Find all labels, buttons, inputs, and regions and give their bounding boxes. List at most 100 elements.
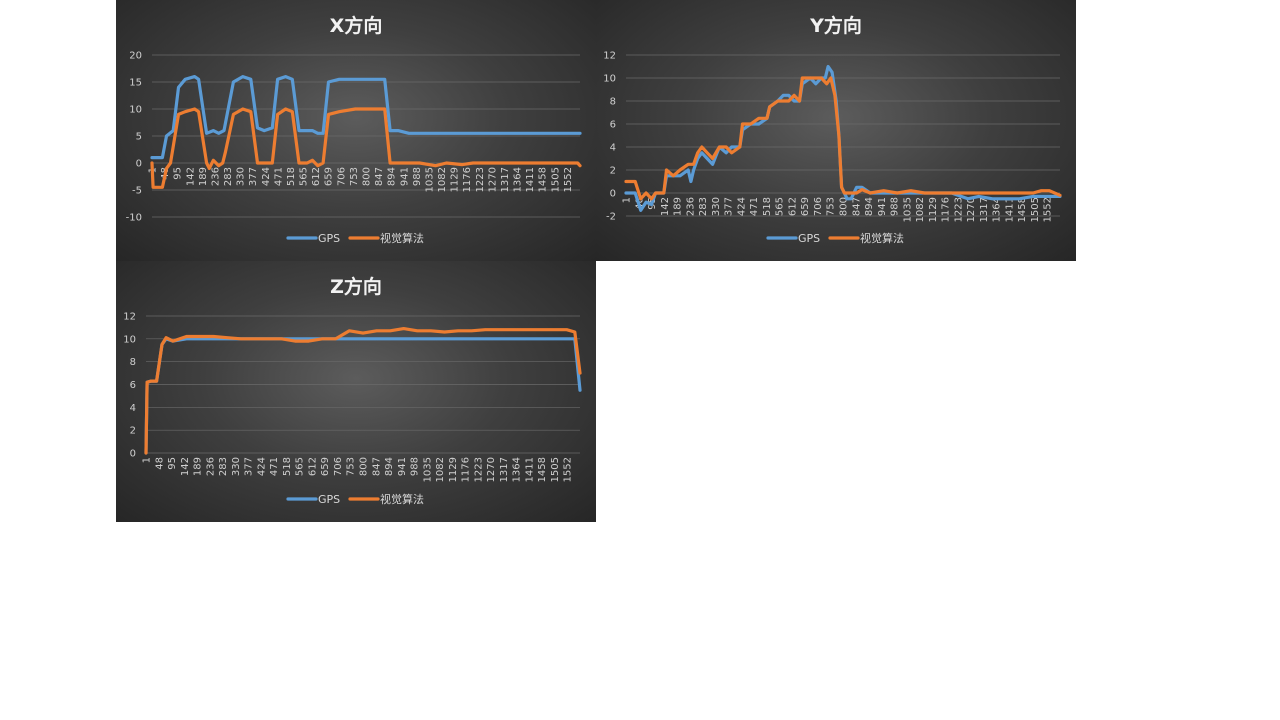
- chart-z-y-tick-label: 6: [130, 380, 136, 391]
- chart-z-x-tick-label: 95: [167, 457, 178, 470]
- chart-x-x-tick-label: 1223: [475, 167, 486, 192]
- chart-x-x-tick-label: 95: [173, 167, 184, 180]
- chart-z-x-tick-label: 424: [256, 457, 267, 476]
- chart-y-y-tick-label: 6: [610, 120, 616, 131]
- chart-y-x-tick-label: 941: [877, 197, 888, 216]
- chart-y-series-vision-line: [624, 76, 1062, 201]
- chart-z-x-tick-label: 659: [320, 457, 331, 476]
- chart-x-x-tick-label: 1035: [424, 167, 435, 192]
- chart-x-x-tick-label: 659: [324, 167, 335, 186]
- chart-z-x-tick-label: 1411: [524, 457, 535, 482]
- chart-x-y-tick-label: 15: [129, 78, 142, 89]
- chart-y-x-tick-label: 518: [762, 197, 773, 216]
- chart-x-x-tick-label: 565: [299, 167, 310, 186]
- chart-y-x-tick-label: 894: [864, 197, 875, 216]
- chart-z-x-tick-label: 1223: [473, 457, 484, 482]
- chart-z-x-tick-label: 800: [359, 457, 370, 476]
- chart-x-x-tick-label: 283: [223, 167, 234, 186]
- chart-y-y-tick-label: 2: [610, 166, 616, 177]
- chart-y-y-tick-label: 8: [610, 97, 616, 108]
- chart-x-x-tick-label: 1364: [513, 167, 524, 192]
- chart-z-y-tick-label: 0: [130, 449, 136, 460]
- chart-x-x-tick-label: 189: [198, 167, 209, 186]
- chart-x-y-tick-label: 20: [129, 51, 142, 62]
- chart-z-x-tick-label: 988: [410, 457, 421, 476]
- chart-x-y-tick-label: -5: [132, 186, 142, 197]
- chart-x-x-tick-label: 1505: [550, 167, 561, 192]
- chart-y-x-tick-label: 1223: [953, 197, 964, 222]
- chart-x-x-tick-label: 753: [349, 167, 360, 186]
- chart-x-x-tick-label: 612: [311, 167, 322, 186]
- chart-x-x-tick-label: 1411: [525, 167, 536, 192]
- chart-z-x-tick-label: 518: [282, 457, 293, 476]
- chart-z-y-tick-label: 12: [123, 312, 136, 323]
- chart-y-x-tick-label: 471: [749, 197, 760, 216]
- chart-z-title: Z方向: [330, 275, 382, 298]
- chart-panel-x: X方向 -10 -5 0 5 10 15 20 1 48 95 142 189 236 283 330 377 4…: [116, 0, 596, 261]
- chart-z-x-tick-label: 471: [269, 457, 280, 476]
- chart-z-y-tick-label: 10: [123, 334, 136, 345]
- chart-y-x-tick-label: 1035: [902, 197, 913, 222]
- chart-x-x-tick-label: 847: [374, 167, 385, 186]
- chart-z-svg: Z方向 0 2 4 6 8 10 12 1 48 95 142 189 236 283 330 377 424 47…: [123, 275, 582, 506]
- chart-x-x-tick-label: 424: [261, 167, 272, 186]
- chart-y-x-tick-label: 706: [813, 197, 824, 216]
- chart-y-x-tick-label: 1082: [915, 197, 926, 222]
- chart-y-legend-label-gps: GPS: [798, 232, 820, 245]
- chart-x-series-vision-line: [150, 107, 582, 189]
- chart-z-x-tick-label: 1082: [435, 457, 446, 482]
- chart-x-x-tick-label: 894: [387, 167, 398, 186]
- chart-x-x-tick-label: 518: [286, 167, 297, 186]
- chart-y-title: Y方向: [809, 14, 862, 37]
- chart-y-x-tick-label: 800: [839, 197, 850, 216]
- chart-x-legend-label-gps: GPS: [318, 232, 340, 245]
- chart-y-x-tick-label: 847: [851, 197, 862, 216]
- chart-z-x-tick-label: 1176: [461, 457, 472, 482]
- chart-y-x-tick-label: 1129: [928, 197, 939, 222]
- chart-y-y-tick-label: 0: [610, 189, 616, 200]
- chart-y-x-tick-label: 189: [673, 197, 684, 216]
- chart-x-x-tick-label: 1129: [450, 167, 461, 192]
- chart-x-y-tick-label: -10: [126, 213, 142, 224]
- chart-z-y-tick-label: 4: [130, 403, 136, 414]
- chart-x-x-tick-label: 1458: [538, 167, 549, 192]
- chart-y-y-tick-label: 10: [603, 74, 616, 85]
- chart-x-x-tick-label: 988: [412, 167, 423, 186]
- chart-y-x-tick-label: 1458: [1017, 197, 1028, 222]
- chart-x-x-tick-label: 800: [362, 167, 373, 186]
- chart-y-x-tick-label: 236: [685, 197, 696, 216]
- chart-z-x-tick-label: 330: [231, 457, 242, 476]
- chart-z-x-tick-label: 1458: [537, 457, 548, 482]
- chart-y-x-tick-label: 424: [736, 197, 747, 216]
- chart-x-x-tick-label: 941: [399, 167, 410, 186]
- chart-z-legend-label-vision: 视觉算法: [380, 492, 424, 506]
- chart-z-x-tick-label: 1: [142, 457, 153, 463]
- chart-x-y-tick-label: 10: [129, 105, 142, 116]
- chart-y-y-tick-label: 4: [610, 143, 616, 154]
- chart-x-x-tick-label: 1176: [462, 167, 473, 192]
- chart-z-x-tick-label: 48: [154, 457, 165, 470]
- chart-z-x-tick-label: 894: [384, 457, 395, 476]
- chart-y-x-tick-label: 1270: [966, 197, 977, 222]
- chart-y-x-tick-label: 1505: [1030, 197, 1041, 222]
- chart-z-x-tick-label: 1270: [486, 457, 497, 482]
- chart-z-x-tick-label: 283: [218, 457, 229, 476]
- chart-y-y-tick-label: 12: [603, 51, 616, 62]
- chart-z-x-tick-label: 189: [193, 457, 204, 476]
- chart-x-x-tick-label: 142: [185, 167, 196, 186]
- chart-z-x-tick-label: 1129: [448, 457, 459, 482]
- chart-y-x-tick-label: 330: [711, 197, 722, 216]
- chart-z-x-tick-label: 377: [244, 457, 255, 476]
- chart-y-x-tick-label: 565: [775, 197, 786, 216]
- chart-x-x-tick-label: 377: [248, 167, 259, 186]
- chart-z-x-tick-label: 1505: [550, 457, 561, 482]
- chart-panel-y: Y方向 -2 0 2 4 6 8 10 12 1 48 95 142 189 236 283 330 377 424…: [596, 0, 1076, 261]
- chart-x-y-tick-label: 0: [136, 159, 142, 170]
- chart-y-legend-label-vision: 视觉算法: [860, 231, 904, 245]
- chart-y-x-tick-label: 612: [787, 197, 798, 216]
- chart-z-x-tick-label: 1035: [422, 457, 433, 482]
- chart-x-x-tick-label: 330: [236, 167, 247, 186]
- chart-y-x-tick-label: 1364: [992, 197, 1003, 222]
- chart-z-y-tick-label: 8: [130, 357, 136, 368]
